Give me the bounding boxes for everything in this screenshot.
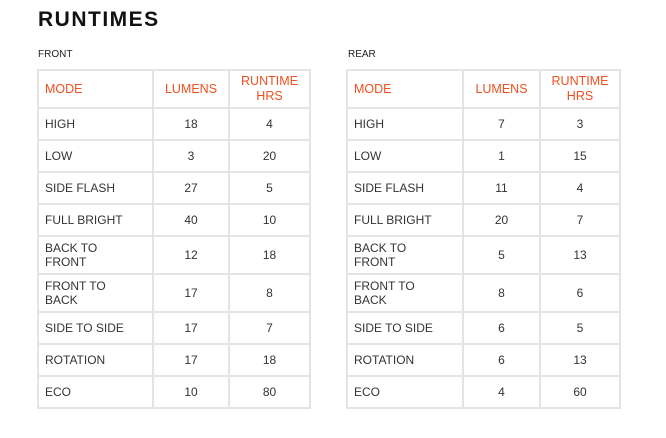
runtime-cell: 60 bbox=[539, 375, 621, 409]
lumens-cell: 17 bbox=[152, 311, 230, 345]
lumens-cell: 17 bbox=[152, 273, 230, 313]
mode-cell: SIDE TO SIDE bbox=[346, 311, 464, 345]
table-row: ROTATION 6 13 bbox=[346, 343, 621, 377]
page-title: RUNTIMES bbox=[38, 8, 160, 31]
lumens-cell: 3 bbox=[152, 139, 230, 173]
runtime-cell: 7 bbox=[228, 311, 311, 345]
mode-cell: ROTATION bbox=[346, 343, 464, 377]
runtime-header: RUNTIME HRS bbox=[539, 69, 621, 109]
runtime-cell: 4 bbox=[539, 171, 621, 205]
table-row: FULL BRIGHT 20 7 bbox=[346, 203, 621, 237]
table-row: LOW 3 20 bbox=[37, 139, 311, 173]
lumens-cell: 6 bbox=[462, 311, 541, 345]
mode-cell: BACK TO FRONT bbox=[37, 235, 154, 275]
table-row: ROTATION 17 18 bbox=[37, 343, 311, 377]
mode-cell: FRONT TO BACK bbox=[346, 273, 464, 313]
runtime-cell: 18 bbox=[228, 235, 311, 275]
mode-cell: SIDE FLASH bbox=[346, 171, 464, 205]
lumens-cell: 17 bbox=[152, 343, 230, 377]
lumens-cell: 1 bbox=[462, 139, 541, 173]
runtime-header: RUNTIME HRS bbox=[228, 69, 311, 109]
lumens-cell: 4 bbox=[462, 375, 541, 409]
lumens-header: LUMENS bbox=[152, 69, 230, 109]
runtime-cell: 18 bbox=[228, 343, 311, 377]
runtime-cell: 8 bbox=[228, 273, 311, 313]
mode-cell: FULL BRIGHT bbox=[37, 203, 154, 237]
runtime-cell: 3 bbox=[539, 107, 621, 141]
table-row: SIDE FLASH 27 5 bbox=[37, 171, 311, 205]
runtime-cell: 13 bbox=[539, 235, 621, 275]
mode-cell: HIGH bbox=[37, 107, 154, 141]
mode-cell: LOW bbox=[346, 139, 464, 173]
mode-cell: FRONT TO BACK bbox=[37, 273, 154, 313]
table-row: SIDE TO SIDE 17 7 bbox=[37, 311, 311, 345]
table-row: ECO 10 80 bbox=[37, 375, 311, 409]
table-row: SIDE TO SIDE 6 5 bbox=[346, 311, 621, 345]
table-row: HIGH 18 4 bbox=[37, 107, 311, 141]
mode-cell: BACK TO FRONT bbox=[346, 235, 464, 275]
table-row: BACK TO FRONT 12 18 bbox=[37, 235, 311, 275]
rear-table-label: REAR bbox=[348, 49, 376, 60]
mode-header: MODE bbox=[346, 69, 464, 109]
runtime-cell: 20 bbox=[228, 139, 311, 173]
front-table-label: FRONT bbox=[38, 49, 73, 60]
runtime-cell: 13 bbox=[539, 343, 621, 377]
runtime-cell: 5 bbox=[539, 311, 621, 345]
runtime-cell: 10 bbox=[228, 203, 311, 237]
table-row: LOW 1 15 bbox=[346, 139, 621, 173]
mode-cell: ECO bbox=[346, 375, 464, 409]
table-row: SIDE FLASH 11 4 bbox=[346, 171, 621, 205]
runtime-cell: 6 bbox=[539, 273, 621, 313]
lumens-cell: 20 bbox=[462, 203, 541, 237]
runtime-cell: 80 bbox=[228, 375, 311, 409]
mode-cell: HIGH bbox=[346, 107, 464, 141]
table-row: FRONT TO BACK 17 8 bbox=[37, 273, 311, 313]
table-header-row: MODE LUMENS RUNTIME HRS bbox=[346, 69, 621, 109]
lumens-cell: 27 bbox=[152, 171, 230, 205]
rear-runtime-table: MODE LUMENS RUNTIME HRS HIGH 7 3 LOW 1 15 SIDE … bbox=[346, 69, 621, 409]
runtime-cell: 15 bbox=[539, 139, 621, 173]
lumens-cell: 12 bbox=[152, 235, 230, 275]
table-row: FRONT TO BACK 8 6 bbox=[346, 273, 621, 313]
lumens-cell: 8 bbox=[462, 273, 541, 313]
mode-cell: SIDE TO SIDE bbox=[37, 311, 154, 345]
table-row: ECO 4 60 bbox=[346, 375, 621, 409]
table-header-row: MODE LUMENS RUNTIME HRS bbox=[37, 69, 311, 109]
table-row: FULL BRIGHT 40 10 bbox=[37, 203, 311, 237]
runtime-cell: 7 bbox=[539, 203, 621, 237]
lumens-cell: 7 bbox=[462, 107, 541, 141]
mode-cell: LOW bbox=[37, 139, 154, 173]
lumens-cell: 18 bbox=[152, 107, 230, 141]
table-row: HIGH 7 3 bbox=[346, 107, 621, 141]
lumens-cell: 10 bbox=[152, 375, 230, 409]
mode-cell: FULL BRIGHT bbox=[346, 203, 464, 237]
table-row: BACK TO FRONT 5 13 bbox=[346, 235, 621, 275]
front-runtime-table: MODE LUMENS RUNTIME HRS HIGH 18 4 LOW 3 20 SIDE… bbox=[37, 69, 311, 409]
mode-header: MODE bbox=[37, 69, 154, 109]
lumens-cell: 5 bbox=[462, 235, 541, 275]
mode-cell: ROTATION bbox=[37, 343, 154, 377]
lumens-cell: 40 bbox=[152, 203, 230, 237]
lumens-cell: 6 bbox=[462, 343, 541, 377]
lumens-header: LUMENS bbox=[462, 69, 541, 109]
runtime-cell: 5 bbox=[228, 171, 311, 205]
lumens-cell: 11 bbox=[462, 171, 541, 205]
mode-cell: ECO bbox=[37, 375, 154, 409]
mode-cell: SIDE FLASH bbox=[37, 171, 154, 205]
runtime-cell: 4 bbox=[228, 107, 311, 141]
